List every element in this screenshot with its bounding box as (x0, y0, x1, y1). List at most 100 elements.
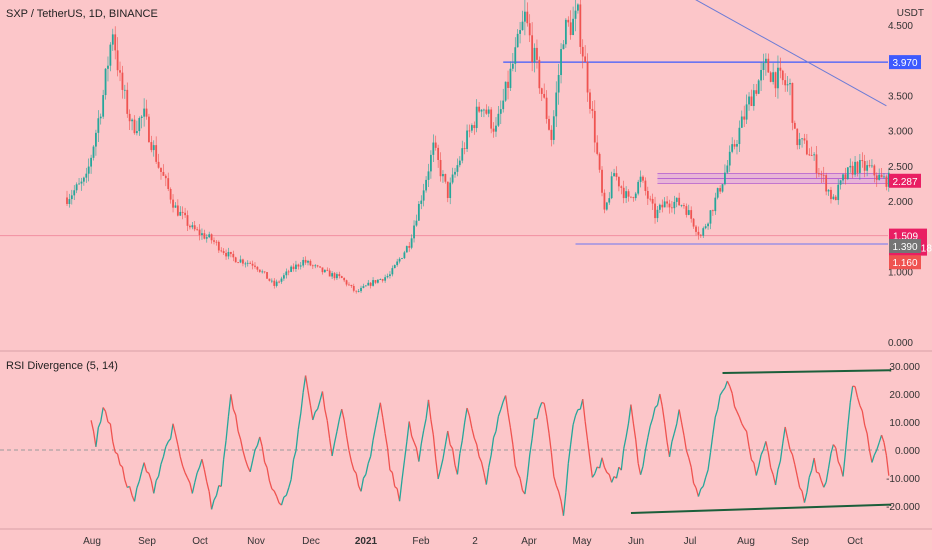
rsi-segment (709, 434, 714, 453)
rsi-segment (801, 491, 806, 503)
candle-body (427, 171, 430, 180)
rsi-segment (411, 435, 415, 443)
rsi-tick-label: 20.000 (889, 390, 920, 401)
candle-body (637, 181, 640, 194)
candle-body (750, 96, 753, 107)
level-badge-label: 1.160 (892, 258, 917, 269)
rsi-segment (832, 444, 837, 449)
candle-body (786, 84, 789, 86)
rsi-segment (420, 430, 425, 445)
candle-body (449, 182, 452, 199)
rsi-segment (572, 415, 577, 426)
rsi-segment (733, 406, 738, 412)
candle-body (179, 211, 182, 216)
rsi-segment (745, 431, 750, 447)
candle-body (777, 67, 779, 89)
candle-body (610, 176, 613, 199)
rsi-segment (227, 394, 232, 417)
rsi-segment (526, 454, 531, 478)
rsi-segment (714, 409, 719, 418)
rsi-segment (92, 430, 97, 447)
rsi-segment (668, 441, 673, 457)
candle-body (507, 81, 509, 88)
candle-body (601, 169, 603, 193)
rsi-segment (109, 423, 114, 442)
price-tick-label: 0.000 (888, 338, 913, 349)
rsi-segment (239, 439, 244, 451)
candle-body (403, 252, 406, 259)
candle-body (810, 155, 813, 157)
candle-body (432, 142, 435, 155)
candle-body (784, 80, 787, 86)
candle-body (174, 205, 177, 208)
candle-body (420, 200, 423, 204)
time-axis: Aug Sep Oct Nov Dec 2021 Feb 2 Apr May Jun Jul Aug Se… (83, 536, 863, 547)
rsi-segment (594, 466, 598, 474)
rsi-segment (444, 430, 449, 446)
candle-body (417, 203, 420, 221)
rsi-segment (550, 452, 555, 477)
rsi-segment (729, 385, 733, 394)
time-tick-label: Oct (192, 536, 208, 547)
rsi-segment (418, 443, 422, 462)
rsi-title: RSI Divergence (5, 14) (6, 360, 118, 372)
candle-body (215, 241, 218, 243)
price-tick-label: 2.000 (888, 197, 913, 208)
candle-body (184, 212, 186, 216)
time-tick-label: Dec (302, 536, 320, 547)
rsi-segment (796, 475, 801, 488)
rsi-segment (545, 416, 550, 434)
candle-body (415, 220, 418, 226)
candle-body (885, 176, 888, 187)
candle-body (408, 246, 411, 248)
rsi-segment (531, 418, 536, 439)
last-price-badge-label: 2.287 (892, 177, 917, 188)
candle-body (217, 241, 220, 251)
rsi-segment (295, 429, 300, 451)
candle-body (355, 290, 358, 292)
candle-body (360, 287, 362, 292)
rsi-segment (90, 420, 95, 432)
rsi-segment (818, 472, 822, 481)
rsi-segment (427, 399, 432, 420)
candle-body (844, 174, 847, 180)
price-pane[interactable] (0, 0, 890, 294)
rsi-segment (562, 492, 567, 516)
candle-body (393, 265, 396, 269)
rsi-segment (799, 487, 803, 492)
rsi-segment (880, 434, 885, 443)
candle-body (181, 211, 184, 213)
rsi-pane[interactable] (0, 369, 892, 516)
candle-body (285, 271, 288, 276)
candle-body (107, 65, 109, 69)
candle-body (386, 275, 389, 278)
candle-body (789, 83, 791, 85)
rsi-segment (280, 496, 285, 506)
candle-body (709, 210, 712, 224)
rsi-segment (235, 414, 239, 432)
rsi-segment (483, 472, 487, 485)
rsi-segment (300, 392, 304, 414)
candle-body (258, 269, 261, 272)
rsi-segment (856, 396, 861, 406)
rsi-segment (266, 467, 271, 481)
rsi-segment (844, 426, 849, 453)
candle-body (430, 154, 432, 172)
rsi-channel-line (630, 503, 892, 514)
candle-body (632, 197, 635, 199)
rsi-segment (242, 450, 246, 460)
candle-body (196, 229, 199, 231)
rsi-segment (162, 446, 167, 457)
price-tick-label: 2.500 (888, 162, 913, 173)
rsi-segment (782, 426, 786, 444)
candle-body (87, 166, 90, 174)
rsi-segment (213, 495, 217, 501)
candle-body (220, 250, 223, 252)
candle-body (162, 171, 165, 176)
price-tick-label: 4.500 (888, 21, 913, 32)
rsi-segment (194, 472, 198, 483)
candle-body (458, 160, 461, 166)
candle-body (550, 129, 553, 140)
rsi-segment (644, 437, 649, 451)
